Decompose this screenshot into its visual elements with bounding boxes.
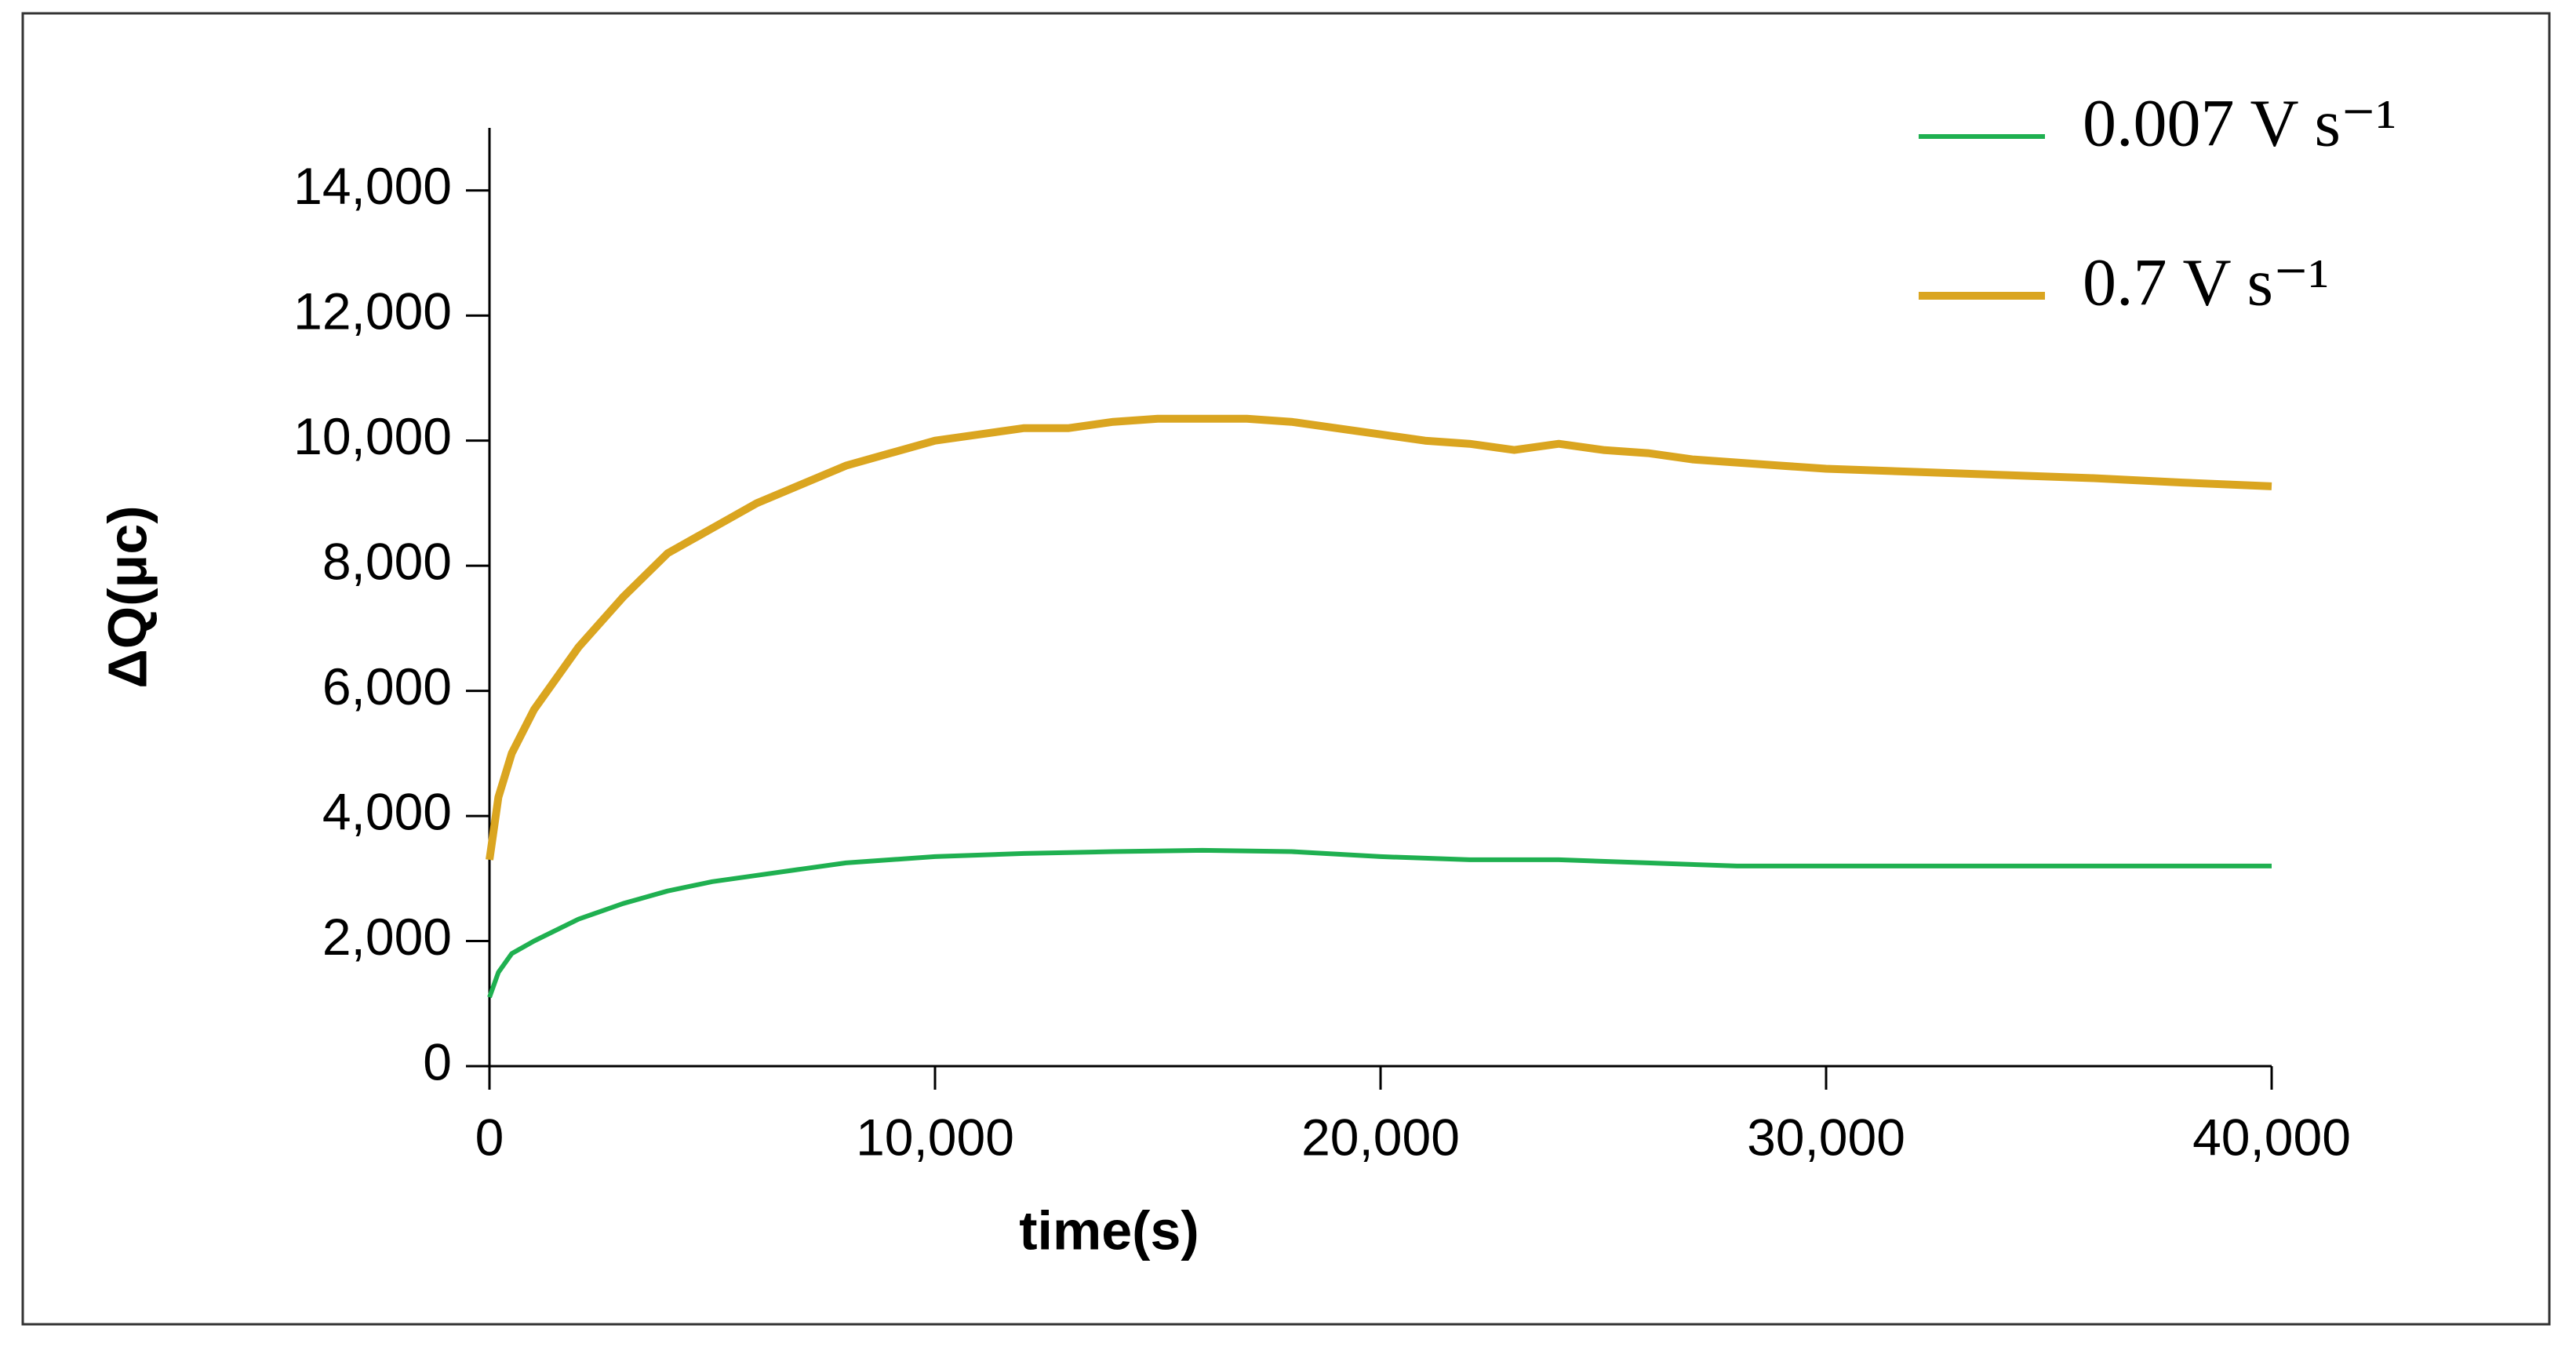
y-tick-label: 8,000: [322, 533, 452, 591]
y-axis-title: ΔQ(μc): [96, 505, 158, 688]
y-tick-label: 12,000: [293, 282, 452, 340]
x-tick-label: 20,000: [1301, 1108, 1460, 1166]
legend-label: 0.7 V s⁻¹: [2083, 245, 2329, 320]
x-tick-label: 0: [475, 1108, 504, 1166]
y-tick-label: 4,000: [322, 783, 452, 841]
x-tick-label: 10,000: [856, 1108, 1014, 1166]
y-tick-label: 2,000: [322, 908, 452, 966]
y-tick-label: 10,000: [293, 407, 452, 465]
x-tick-label: 40,000: [2192, 1108, 2351, 1166]
data-line: [487, 847, 2272, 999]
data-line: [486, 414, 2272, 861]
frame: [21, 12, 2551, 1326]
legend-label: 0.007 V s⁻¹: [2083, 86, 2396, 161]
x-tick-label: 30,000: [1747, 1108, 1905, 1166]
x-axis-title: time(s): [1019, 1200, 1199, 1261]
y-tick-label: 6,000: [322, 657, 452, 715]
y-tick-label: 14,000: [293, 157, 452, 215]
y-tick-label: 0: [423, 1032, 452, 1090]
